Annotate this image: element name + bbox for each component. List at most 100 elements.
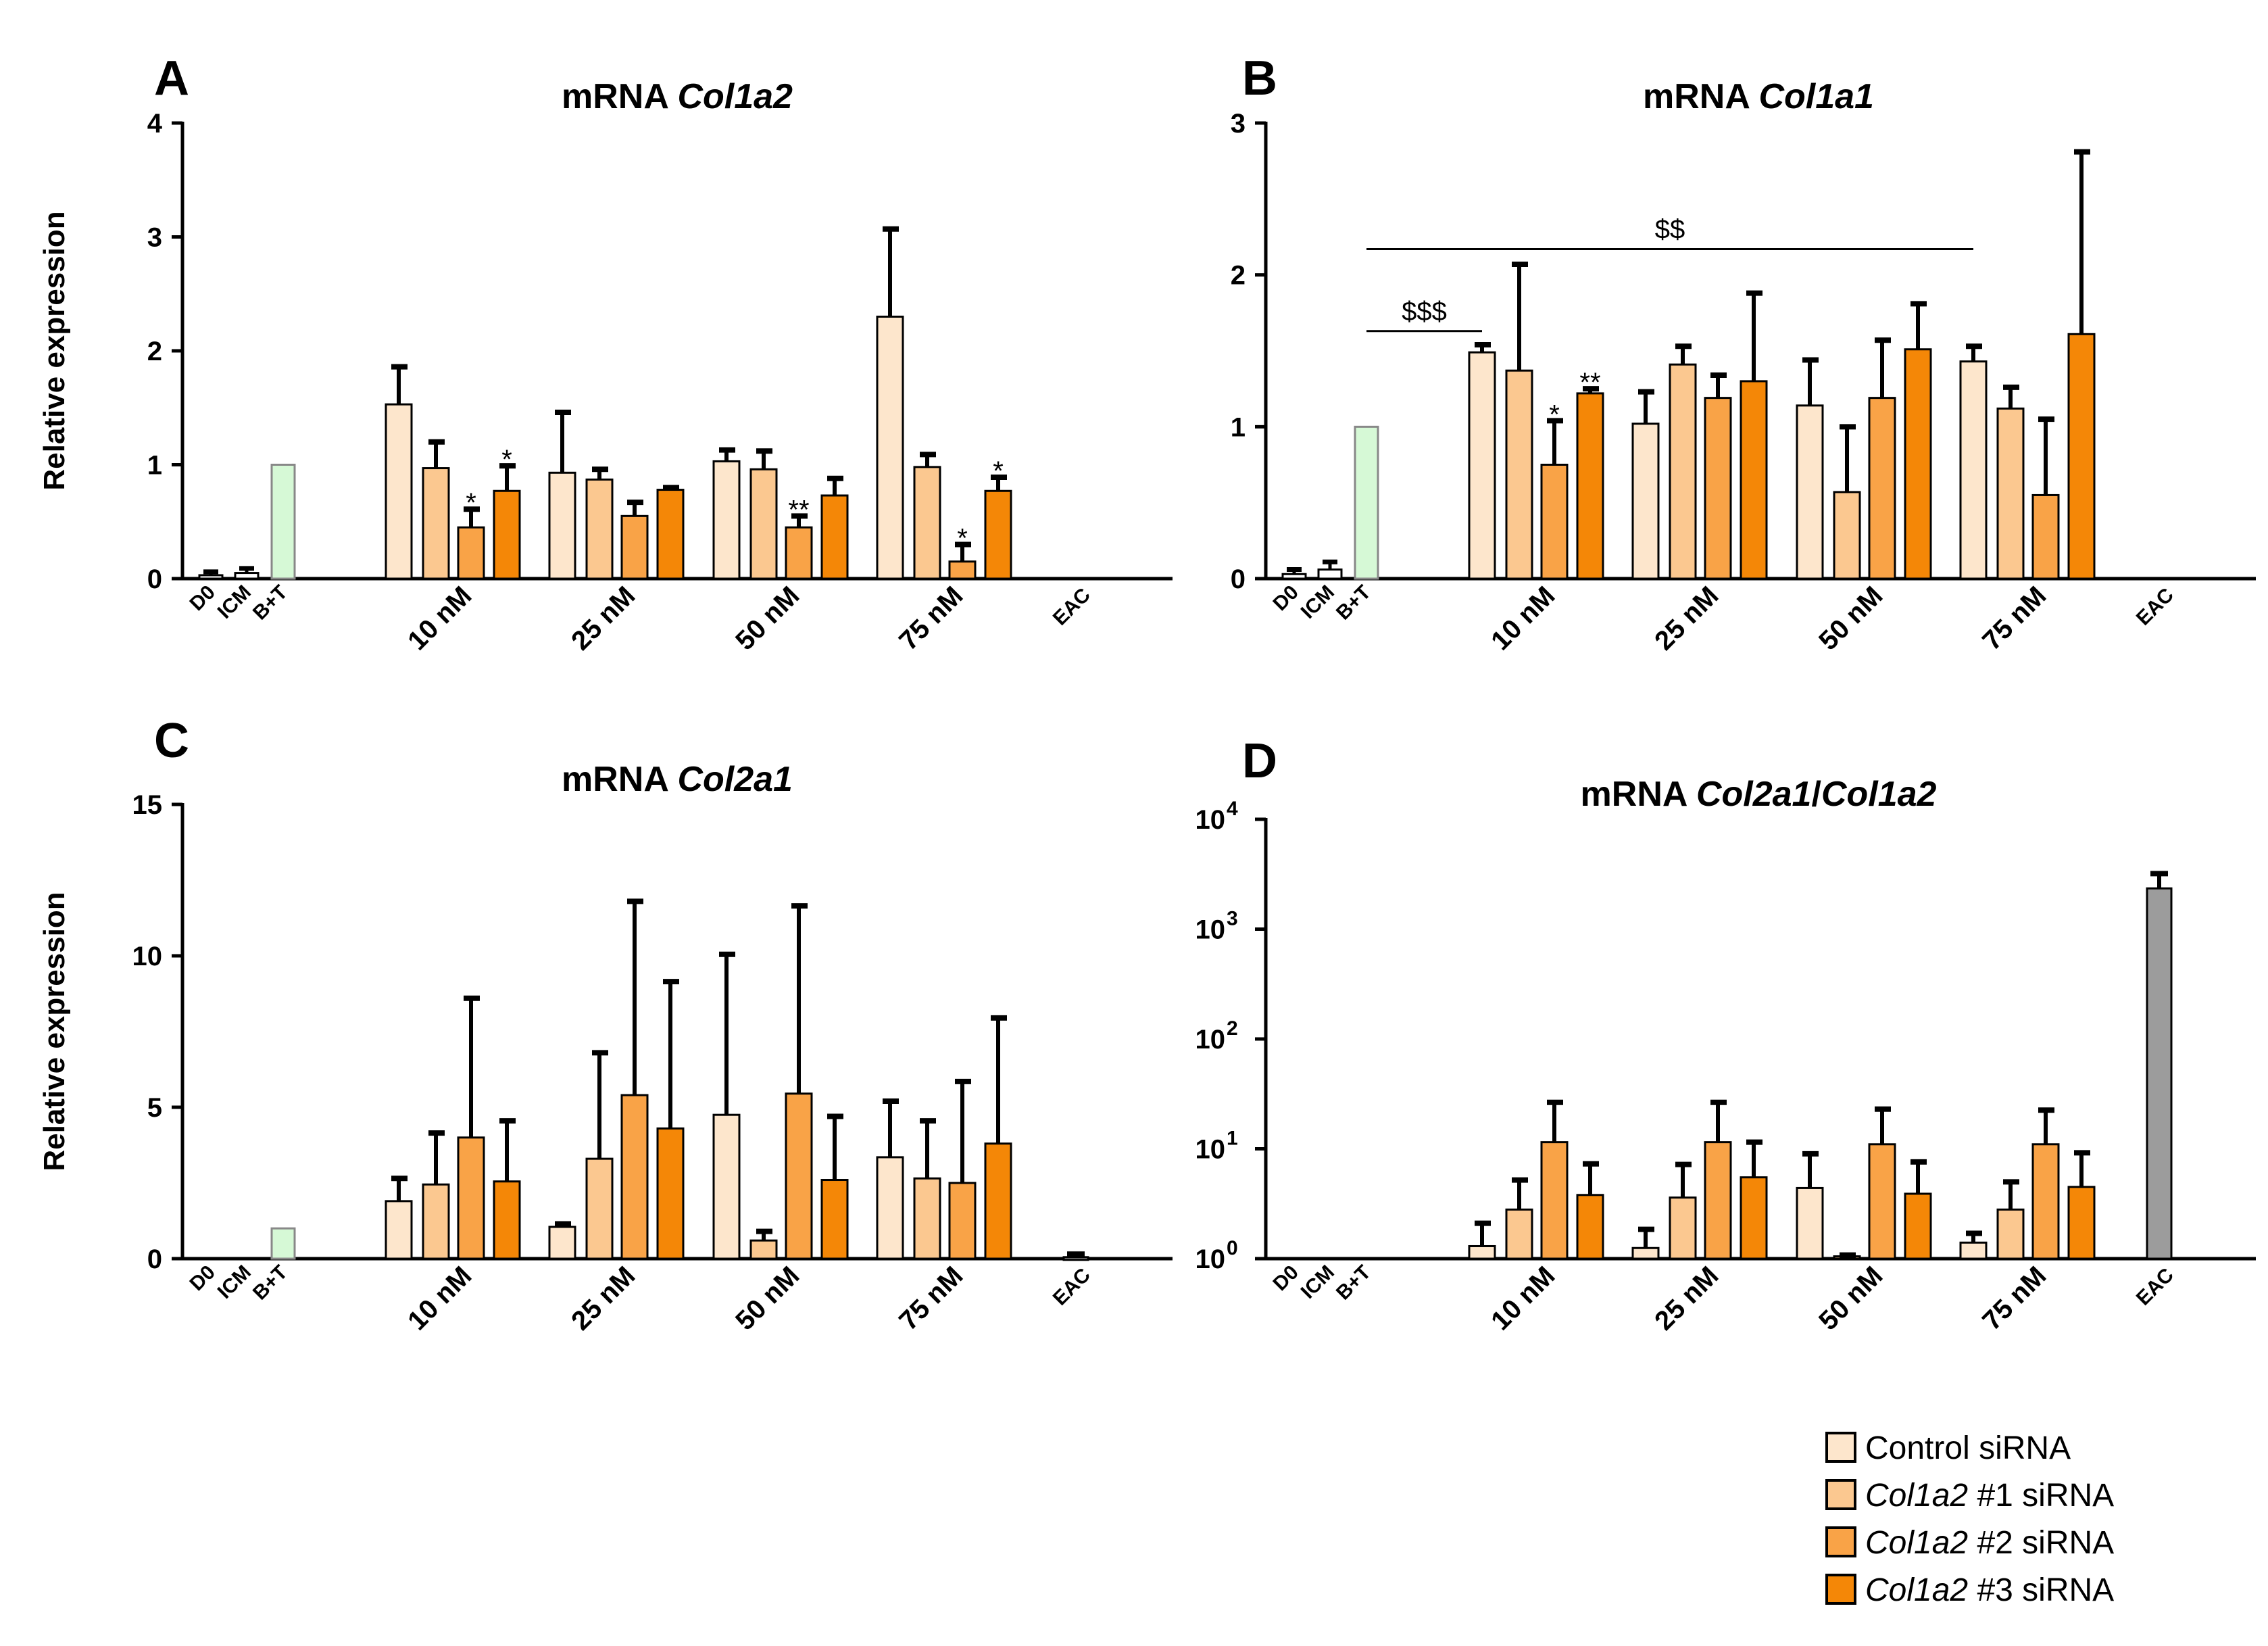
y-tick-label: 2 bbox=[1231, 261, 1246, 291]
x-label-group: 25 nM bbox=[1649, 1261, 1724, 1336]
bar-2-2 bbox=[785, 1092, 813, 1260]
bar-2-3 bbox=[1904, 348, 1932, 580]
panel-letter: A bbox=[154, 51, 189, 105]
y-tick-label: 10 bbox=[132, 942, 163, 971]
bar-0-2 bbox=[457, 1136, 485, 1260]
bar-2-0 bbox=[712, 1113, 741, 1260]
title-part: mRNA bbox=[562, 77, 677, 116]
bar-3-3 bbox=[984, 489, 1012, 580]
x-label-eac: EAC bbox=[2132, 1264, 2178, 1310]
legend-label: Col1a2 #3 siRNA bbox=[1865, 1572, 2114, 1608]
bar-1-2 bbox=[620, 1094, 649, 1260]
legend-text-italic: Col1a2 bbox=[1865, 1478, 1968, 1514]
bar-1-0 bbox=[1631, 1246, 1660, 1260]
title-part: mRNA bbox=[1581, 775, 1696, 814]
bar-d0 bbox=[198, 574, 224, 580]
bar-2-3 bbox=[820, 494, 849, 580]
x-label-small: D0 bbox=[1268, 1261, 1302, 1295]
x-label-group: 75 nM bbox=[1977, 581, 2052, 656]
significance-marker: * bbox=[501, 445, 512, 475]
y-tick-label: 0 bbox=[147, 1244, 162, 1274]
bar-3-0 bbox=[1959, 360, 1988, 580]
bar-3-0 bbox=[876, 1156, 904, 1260]
x-label-group: 50 nM bbox=[730, 581, 805, 656]
bar-2-2 bbox=[1868, 1143, 1896, 1260]
y-tick-label: 10 bbox=[1195, 805, 1226, 835]
x-label-group: 75 nM bbox=[893, 1261, 968, 1336]
bar-3-2 bbox=[948, 1182, 977, 1260]
legend-text-italic: Col1a2 bbox=[1865, 1525, 1968, 1561]
bar-1-1 bbox=[1669, 363, 1697, 580]
x-label-small: B+T bbox=[1332, 581, 1375, 625]
y-tick-label: 1 bbox=[1231, 412, 1246, 442]
bar-3-2 bbox=[948, 560, 977, 580]
bar-0-1 bbox=[1505, 369, 1533, 580]
bar-1-0 bbox=[548, 471, 576, 580]
significance-marker: * bbox=[466, 488, 476, 518]
significance-marker: * bbox=[957, 523, 968, 553]
y-tick-base: 10 bbox=[1195, 915, 1226, 945]
bar-2-1 bbox=[749, 1239, 778, 1260]
y-tick-base: 10 bbox=[1195, 1025, 1226, 1055]
bar-0-3 bbox=[1576, 1194, 1604, 1260]
significance-marker: ** bbox=[1579, 368, 1600, 397]
legend-swatch bbox=[1825, 1432, 1856, 1463]
bar-1-3 bbox=[1740, 380, 1768, 580]
x-label-group: 25 nM bbox=[566, 581, 641, 656]
bar-0-0 bbox=[1468, 351, 1496, 580]
legend-text-part: #2 siRNA bbox=[1968, 1525, 2114, 1561]
chart-title: mRNA Col2a1 bbox=[562, 760, 793, 799]
title-part: / bbox=[1811, 775, 1821, 814]
x-label-group: 10 nM bbox=[1485, 581, 1560, 656]
bar-3-1 bbox=[1996, 407, 2025, 580]
chart-title: mRNA Col1a2 bbox=[562, 77, 793, 116]
bar-0-3 bbox=[493, 489, 521, 580]
panel-letter: C bbox=[154, 714, 189, 768]
bar-1-3 bbox=[656, 1127, 685, 1260]
bar-1-1 bbox=[585, 478, 614, 580]
bar-1-0 bbox=[1631, 422, 1660, 580]
x-label-group: 50 nM bbox=[1813, 1261, 1888, 1336]
x-label-group: 25 nM bbox=[1649, 581, 1724, 656]
bar-0-1 bbox=[1505, 1208, 1533, 1260]
bar-0-3 bbox=[493, 1180, 521, 1260]
bar-3-0 bbox=[876, 315, 904, 580]
x-label-group: 10 nM bbox=[1485, 1261, 1560, 1336]
x-label-group: 10 nM bbox=[402, 581, 477, 656]
bar-b-t bbox=[270, 464, 296, 580]
bar-0-1 bbox=[422, 1183, 450, 1260]
panel-letter: D bbox=[1242, 734, 1277, 788]
y-tick-label: 5 bbox=[147, 1093, 162, 1123]
y-tick-label: 3 bbox=[1231, 109, 1246, 139]
bar-b-t bbox=[270, 1227, 296, 1260]
y-tick-label: 10 bbox=[1195, 1135, 1226, 1165]
bar-1-3 bbox=[1740, 1176, 1768, 1260]
x-label-small: D0 bbox=[185, 1261, 219, 1295]
bar-2-2 bbox=[785, 526, 813, 580]
y-tick-label: 2 bbox=[147, 337, 162, 366]
bar-0-2 bbox=[1540, 464, 1569, 580]
bar-2-3 bbox=[820, 1179, 849, 1260]
x-label-small: ICM bbox=[1297, 581, 1339, 623]
bar-0-2 bbox=[1540, 1141, 1569, 1260]
x-label-eac: EAC bbox=[1049, 584, 1095, 630]
y-tick-label: 0 bbox=[1231, 564, 1246, 594]
chart-title: mRNA Col1a1 bbox=[1643, 77, 1874, 116]
x-label-group: 75 nM bbox=[1977, 1261, 2052, 1336]
chart-title: mRNA Col2a1/Col1a2 bbox=[1581, 775, 1937, 814]
title-part: Col1a1 bbox=[1758, 77, 1874, 116]
significance-marker: ** bbox=[788, 495, 809, 525]
bar-d0 bbox=[1281, 573, 1307, 580]
legend-label: Col1a2 #2 siRNA bbox=[1865, 1525, 2114, 1561]
y-tick-base: 10 bbox=[1195, 805, 1226, 835]
x-label-small: ICM bbox=[1297, 1261, 1339, 1303]
y-axis-title: Relative expression bbox=[38, 211, 71, 490]
bracket-label: $$ bbox=[1655, 214, 1685, 244]
x-label-group: 50 nM bbox=[730, 1261, 805, 1336]
y-tick-label: 1 bbox=[147, 451, 162, 481]
y-axis-title: Relative expression bbox=[38, 892, 71, 1171]
